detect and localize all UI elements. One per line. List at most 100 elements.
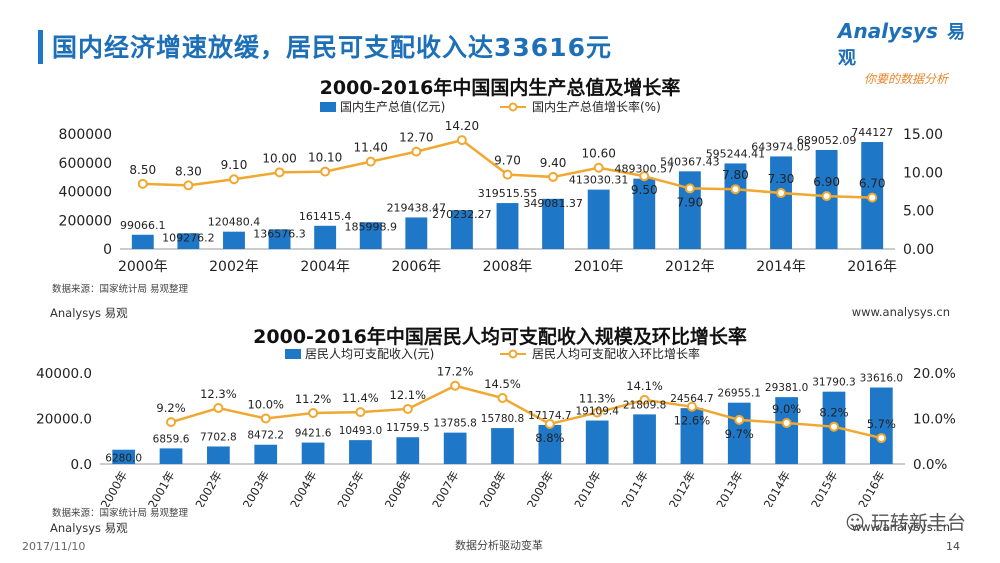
bar-label-2-16: 33616.0 [860, 373, 903, 385]
y-right-tick-2: 10.0% [913, 412, 956, 428]
x-tick-2: 2005年 [335, 469, 368, 508]
y-left-tick-1: 600000 [59, 156, 112, 172]
legend-label-bar-1: 国内生产总值(亿元) [340, 99, 445, 114]
line-label-2-6: 12.1% [390, 388, 427, 402]
bar-2-8 [491, 428, 514, 464]
line-point-2-5 [355, 407, 366, 418]
x-tick-2: 2009年 [524, 469, 557, 508]
brand-right-1: www.analysys.cn [851, 305, 950, 319]
line-label-1-13: 7.80 [722, 168, 749, 182]
line-point-1-12 [684, 183, 695, 194]
x-tick-2: 2001年 [145, 469, 178, 508]
bar-label-1-5: 185998.9 [344, 220, 397, 233]
x-tick-2: 2003年 [240, 469, 273, 508]
bar-2-0 [112, 449, 136, 464]
source-note-1: 数据来源：国家统计局 易观整理 [52, 284, 189, 295]
y-right-tick-1: 15.00 [903, 127, 943, 143]
line-point-1-16 [867, 192, 878, 203]
footer-date: 2017/11/10 [22, 540, 86, 553]
y-left-tick-1: 800000 [59, 127, 112, 143]
bar-label-1-2: 120480.4 [208, 216, 261, 229]
bar-label-1-1: 109276.2 [162, 231, 215, 244]
bar-label-1-13: 595244.41 [706, 147, 766, 160]
line-label-1-6: 12.70 [399, 131, 433, 145]
bar-2-4 [301, 442, 325, 464]
bar-label-2-0: 6280.0 [105, 453, 142, 465]
bar-label-1-16: 744127 [851, 126, 893, 139]
brand-left-1: Analysys 易观 [50, 306, 128, 320]
bar-label-1-12: 540367.43 [660, 155, 720, 168]
bar-label-2-8: 15780.8 [481, 413, 524, 425]
line-point-1-13 [730, 184, 741, 195]
line-label-2-14: 9.0% [772, 402, 801, 416]
line-label-1-11: 9.50 [631, 183, 658, 197]
bar-1-1 [177, 233, 200, 249]
title-accent-bar [38, 30, 43, 64]
x-tick-2: 2016年 [855, 469, 888, 508]
line-point-1-5 [365, 156, 376, 167]
bar-label-1-0: 99066.1 [120, 219, 166, 232]
legend-swatch-bar-2 [285, 349, 301, 359]
x-tick-1: 2000年 [118, 259, 168, 275]
line-point-1-0 [137, 178, 148, 189]
y-right-tick-2: 0.0% [913, 457, 947, 473]
y-left-tick-1: 400000 [59, 185, 112, 201]
line-point-2-16 [876, 433, 887, 444]
y-right-tick-1: 0.00 [903, 242, 934, 258]
line-label-1-14: 7.30 [768, 172, 795, 186]
bar-label-1-15: 689052.09 [797, 134, 857, 147]
x-tick-2: 2004年 [287, 469, 320, 508]
line-label-2-16: 5.7% [867, 417, 896, 431]
line-point-2-1 [166, 417, 177, 428]
bar-2-1 [159, 448, 183, 464]
line-point-2-15 [828, 421, 839, 432]
line-label-1-7: 14.20 [445, 119, 479, 133]
line-point-1-6 [411, 146, 422, 157]
legend-marker-line-1 [508, 102, 518, 112]
bar-2-11 [633, 414, 656, 464]
bar-1-14 [770, 156, 792, 249]
slide-title: 国内经济增速放缓，居民可支配收入达33616元 [52, 33, 612, 62]
bar-2-16 [869, 387, 893, 464]
bar-label-2-7: 13785.8 [433, 418, 476, 430]
bar-label-1-3: 136576.3 [253, 227, 306, 240]
y-left-tick-1: 0 [103, 242, 112, 258]
line-label-2-11: 14.1% [626, 379, 663, 393]
wechat-watermark: ☺ 玩转新丰台 [845, 508, 966, 535]
wechat-account: 玩转新丰台 [870, 512, 966, 534]
line-label-1-15: 6.90 [813, 175, 840, 189]
bar-1-12 [678, 171, 701, 249]
bar-label-2-14: 29381.0 [765, 382, 808, 394]
bar-label-1-6: 219438.47 [387, 201, 447, 214]
x-tick-2: 2011年 [619, 469, 652, 508]
line-label-1-2: 9.10 [221, 158, 248, 172]
bar-label-2-10: 19109.4 [575, 406, 619, 418]
line-point-1-8 [502, 169, 513, 180]
line-point-1-2 [228, 174, 239, 185]
line-point-2-11 [639, 394, 650, 405]
bar-1-11 [633, 178, 656, 249]
legend-marker-line-2 [508, 349, 518, 359]
brand-right-2: www.analysys.cn [851, 520, 950, 534]
line-label-1-8: 9.70 [494, 154, 521, 168]
bar-2-3 [254, 444, 278, 464]
line-point-1-1 [183, 180, 194, 191]
bar-label-1-14: 643974.05 [751, 140, 811, 153]
line-point-1-3 [274, 167, 285, 178]
bar-label-2-9: 17174.7 [528, 410, 571, 422]
bar-1-4 [314, 225, 337, 249]
y-left-tick-2: 40000.0 [36, 366, 92, 382]
legend-label-line-2: 居民人均可支配收入环比增长率 [532, 346, 700, 361]
line-point-2-6 [402, 403, 413, 414]
line-point-1-9 [548, 171, 559, 182]
line-point-2-7 [450, 380, 461, 391]
legend-label-bar-2: 居民人均可支配收入(元) [305, 347, 434, 361]
x-tick-1: 2004年 [300, 259, 350, 275]
line-point-1-10 [593, 162, 604, 173]
line-label-2-13: 9.7% [725, 427, 754, 441]
bar-2-6 [396, 437, 420, 464]
line-label-2-1: 9.2% [156, 401, 185, 415]
y-left-tick-2: 0.0 [71, 457, 92, 473]
x-tick-2: 2013年 [713, 469, 746, 508]
